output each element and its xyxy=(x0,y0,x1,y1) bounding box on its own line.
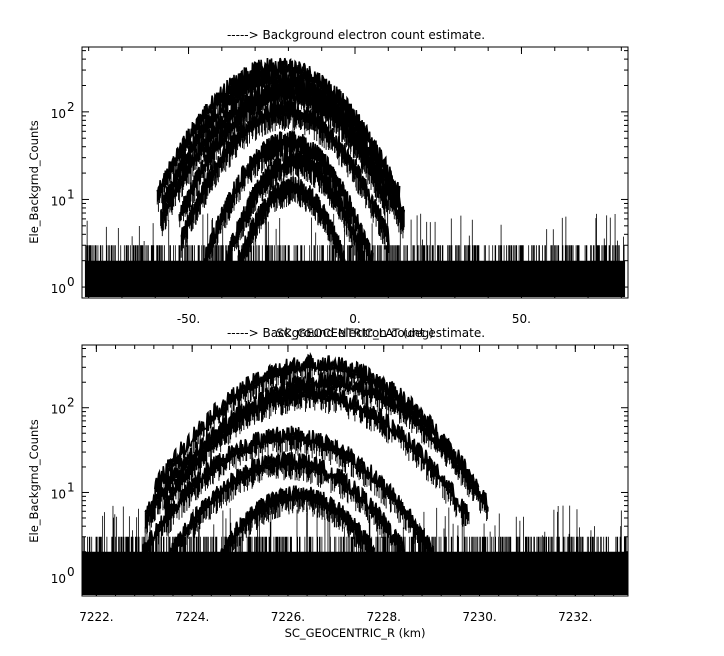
y-axis-label: Ele_Backgrnd_Counts xyxy=(27,120,41,244)
x-axis-label: SC_GEOCENTRIC_LAT (deg) xyxy=(276,326,433,340)
x-tick-label: 0. xyxy=(349,312,360,326)
x-tick-label: 7222. xyxy=(79,610,113,624)
series-spikes-3 xyxy=(142,425,434,570)
y-tick-exponent: 2 xyxy=(67,396,75,410)
x-tick-label: 7224. xyxy=(175,610,209,624)
chart-title: -----> Background electron count estimat… xyxy=(227,28,485,42)
x-tick-label: 7226. xyxy=(271,610,305,624)
background-count-spikes xyxy=(82,505,628,595)
x-tick-label: 7232. xyxy=(558,610,592,624)
y-tick-exponent: 2 xyxy=(67,100,75,114)
series-spikes-6 xyxy=(225,150,365,283)
y-tick-exponent: 1 xyxy=(67,480,75,494)
x-tick-label: 7228. xyxy=(367,610,401,624)
plot-frame xyxy=(81,344,629,597)
y-tick-label: 10 xyxy=(51,107,66,121)
series-spikes-5 xyxy=(220,485,375,570)
background-count-spikes xyxy=(84,213,626,297)
y-tick-exponent: 1 xyxy=(67,187,75,201)
y-tick-label: 10 xyxy=(51,282,66,296)
y-tick-exponent: 0 xyxy=(67,565,75,579)
x-tick-label: 50. xyxy=(512,312,531,326)
y-tick-label: 10 xyxy=(51,487,66,501)
y-axis-label: Ele_Backgrnd_Counts xyxy=(27,419,41,543)
x-tick-label: 7230. xyxy=(462,610,496,624)
y-tick-label: 10 xyxy=(51,194,66,208)
series-spikes-3 xyxy=(160,81,404,239)
chart-panel-latitude: -----> Background electron count estimat… xyxy=(27,28,629,340)
series-spikes-2 xyxy=(144,383,470,535)
x-axis-ticks: 7222. 7224. 7226. 7228. 7230. 7232. xyxy=(79,345,615,624)
data-traces xyxy=(82,351,628,595)
series-spikes-5 xyxy=(203,131,373,278)
series-spikes-4 xyxy=(180,100,390,258)
x-axis-ticks: -50. 0. 50. xyxy=(88,47,622,326)
x-axis-label: SC_GEOCENTRIC_R (km) xyxy=(285,626,426,640)
chart-title: -----> Background electron count estimat… xyxy=(227,326,485,340)
y-tick-label: 10 xyxy=(51,403,66,417)
x-tick-label: -50. xyxy=(177,312,200,326)
series-spikes-7 xyxy=(237,176,346,284)
y-tick-label: 10 xyxy=(51,572,66,586)
series-spikes-4 xyxy=(169,451,407,568)
y-tick-exponent: 0 xyxy=(67,275,75,289)
data-traces xyxy=(84,57,626,297)
